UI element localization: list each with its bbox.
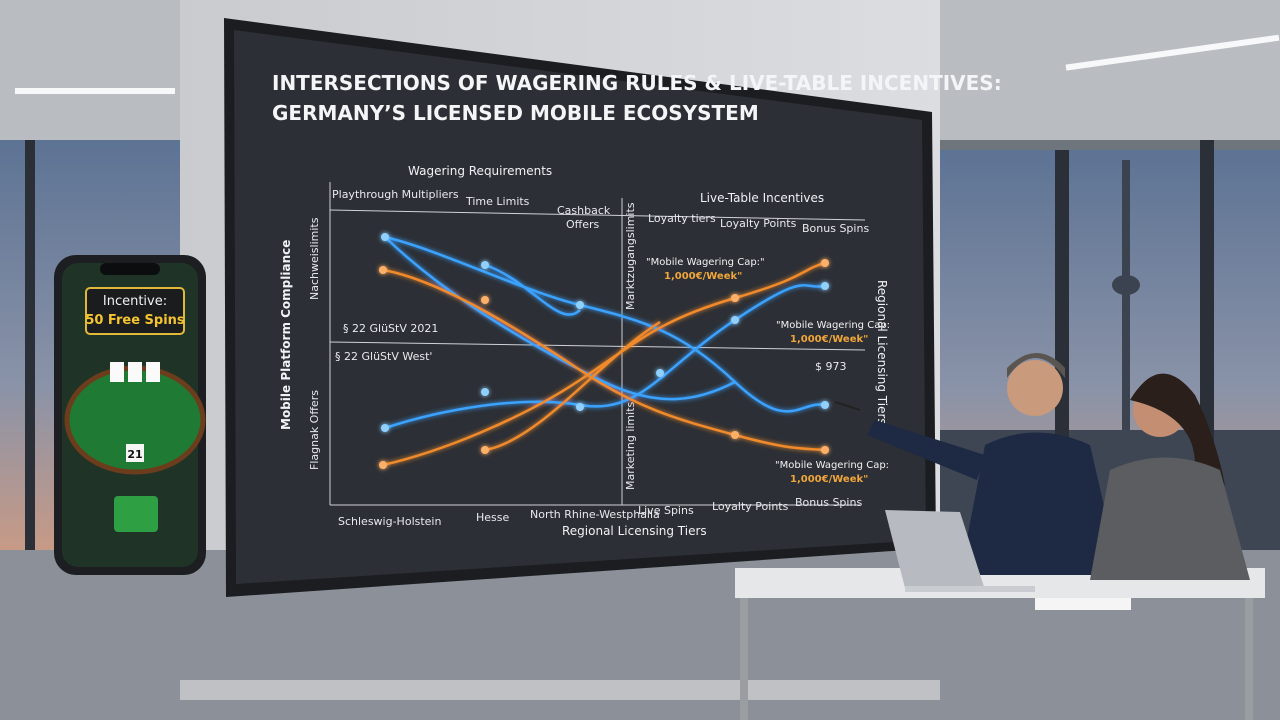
card: [128, 362, 142, 382]
x-label: Hesse: [476, 511, 510, 524]
person-body: [1090, 457, 1250, 580]
callout: "Mobile Wagering Cap:: [775, 460, 889, 471]
ceiling-light: [15, 88, 175, 94]
curves: [382, 235, 826, 467]
vertical-label: Nachweislimits: [308, 217, 321, 300]
action-button[interactable]: [114, 496, 158, 532]
laptop: [885, 510, 985, 590]
person-body: [960, 432, 1120, 575]
group-header: Live-Table Incentives: [700, 191, 824, 205]
group-header: Wagering Requirements: [408, 164, 552, 178]
desk-leg: [1245, 598, 1253, 720]
callout-amount: 1,000€/Week": [790, 474, 868, 485]
column-header: Time Limits: [465, 195, 530, 208]
person-hair: [1007, 353, 1065, 378]
person-hair: [1130, 373, 1225, 485]
tv-tower: [1112, 275, 1140, 295]
callout: "Mobile Wagering Cap:": [646, 257, 765, 268]
vertical-label: Flagnak Offers: [308, 390, 321, 470]
column-header: Cashback: [557, 204, 611, 217]
notepad: [1035, 598, 1131, 610]
x-label: North Rhine-Westphalia: [530, 508, 660, 521]
wall-base: [180, 680, 940, 700]
value-note: $ 973: [815, 360, 847, 373]
total-box: [126, 444, 144, 462]
phone-notch: [100, 263, 160, 275]
x-label: Schleswig-Holstein: [338, 515, 441, 528]
callout-amount: 1,000€/Week": [790, 334, 868, 345]
row-label: § 22 GlüStV 2021: [343, 322, 438, 335]
vertical-label: Marktzugangslimits: [624, 202, 637, 310]
x-axis-title: Regional Licensing Tiers: [562, 524, 707, 538]
card: [146, 362, 160, 382]
vertical-label: Regional Licensing Tiers: [875, 280, 889, 425]
card-total: 21: [127, 448, 142, 461]
x-label: Bonus Spins: [795, 496, 862, 509]
curve-points: [379, 233, 829, 469]
x-label: Loyalty Points: [712, 500, 789, 513]
badge-label: Incentive:: [103, 294, 167, 309]
ceiling-light: [1065, 34, 1280, 71]
desk-leg: [740, 598, 748, 720]
card: [110, 362, 124, 382]
column-header: Bonus Spins: [802, 222, 869, 235]
vertical-label: Marketing limits: [624, 401, 637, 490]
vertical-label: Mobile Platform Compliance: [279, 240, 293, 430]
pointer: [834, 401, 861, 411]
column-header: Offers: [566, 218, 600, 231]
tv-tower: [1122, 160, 1130, 500]
person-arm: [867, 420, 985, 480]
column-header: Loyalty Points: [720, 217, 797, 230]
row-label: § 22 GlüStV West': [335, 350, 432, 363]
column-header: Loyalty tiers: [648, 212, 716, 225]
screen-title: INTERSECTIONS OF WAGERING RULES & LIVE-T…: [272, 71, 1002, 95]
incentive-badge: [85, 287, 185, 335]
callout: "Mobile Wagering Cap:: [776, 320, 890, 331]
screen-title: GERMANY’S LICENSED MOBILE ECOSYSTEM: [272, 101, 759, 125]
column-header: Playthrough Multipliers: [332, 188, 459, 201]
callout-amount: 1,000€/Week": [664, 271, 742, 282]
window-frame: [25, 140, 35, 550]
person-head: [1007, 360, 1063, 416]
x-label: Live Spins: [638, 504, 694, 517]
laptop-base: [905, 586, 1035, 592]
badge-value: 50 Free Spins: [85, 313, 185, 328]
